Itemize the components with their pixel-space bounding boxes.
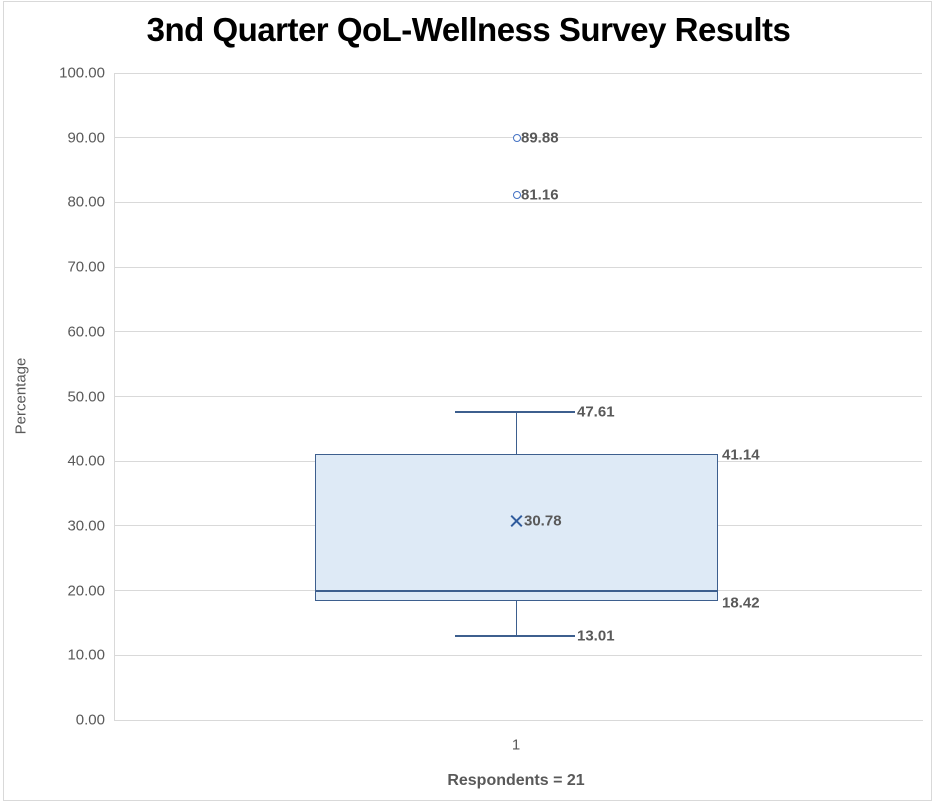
- data-label-outlier: 81.16: [521, 186, 559, 204]
- gridline: [114, 654, 922, 656]
- data-label-q3: 41.14: [722, 446, 760, 464]
- y-axis-tick-label: 40.00: [67, 452, 105, 470]
- lower-whisker-line: [515, 600, 518, 636]
- box-iqr: [315, 453, 718, 601]
- y-axis-tick-label: 100.00: [59, 64, 105, 82]
- gridline: [114, 201, 922, 203]
- chart-title: 3nd Quarter QoL-Wellness Survey Results: [146, 11, 791, 48]
- data-label-outlier: 89.88: [521, 129, 559, 147]
- y-axis-tick-label: 70.00: [67, 258, 105, 276]
- gridline: [114, 331, 922, 333]
- y-axis-title: Percentage: [12, 357, 30, 435]
- gridline: [114, 396, 922, 397]
- lower-whisker-cap: [455, 634, 575, 637]
- plot-area: [114, 73, 923, 721]
- y-axis-tick-label: 0.00: [75, 711, 105, 729]
- x-axis-category-label: 1: [511, 736, 521, 754]
- median-line: [315, 589, 718, 592]
- data-label-mean: 30.78: [524, 512, 562, 530]
- mean-x-marker: [510, 514, 523, 527]
- y-axis-tick-label: 60.00: [67, 323, 105, 341]
- upper-whisker-cap: [455, 410, 575, 413]
- y-axis-tick-label: 80.00: [67, 193, 105, 211]
- y-axis-tick-label: 90.00: [67, 129, 105, 147]
- x-axis-title: Respondents = 21: [447, 772, 585, 789]
- y-axis-tick-label: 30.00: [67, 517, 105, 535]
- y-axis-tick-label: 10.00: [67, 646, 105, 664]
- upper-whisker-line: [515, 411, 518, 454]
- data-label-whisker-high: 47.61: [577, 403, 615, 421]
- gridline: [114, 72, 922, 74]
- data-label-q1: 18.42: [722, 594, 760, 612]
- outlier-point: [512, 190, 521, 199]
- y-axis-tick-label: 50.00: [67, 388, 105, 405]
- data-label-whisker-low: 13.01: [577, 627, 615, 645]
- y-axis-tick-label: 20.00: [67, 582, 105, 600]
- gridline: [114, 266, 922, 268]
- chart-border: [3, 1, 932, 801]
- outlier-point: [512, 134, 521, 143]
